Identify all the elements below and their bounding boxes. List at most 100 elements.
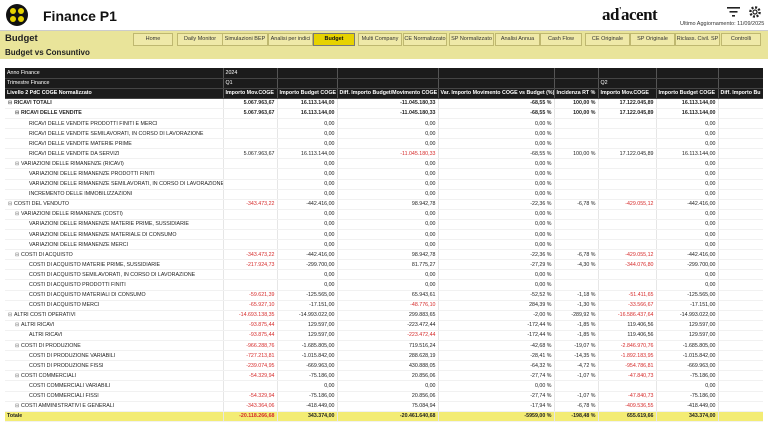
header-cell[interactable]: Importo Budget COGE bbox=[656, 88, 719, 99]
header-cell[interactable]: Q2 bbox=[598, 78, 657, 89]
table-row[interactable]: ⊟ COSTI AMMINISTRATIVI E GENERALI -343.364… bbox=[5, 401, 763, 412]
table-row[interactable]: VARIAZIONI DELLE RIMANENZE SEMILAVORATI,… bbox=[5, 179, 763, 190]
header-cell[interactable] bbox=[277, 68, 338, 79]
table-row[interactable]: COSTI DI ACQUISTO MERCI -65.927,10 -17.151… bbox=[5, 300, 763, 311]
table-row[interactable]: VARIAZIONI DELLE RIMANENZE PRODOTTI FINI… bbox=[5, 168, 763, 180]
value-cell: -27,74 % bbox=[438, 391, 555, 402]
header-cell[interactable]: Incidenza RT % bbox=[554, 88, 599, 99]
table-row[interactable]: VARIAZIONI DELLE RIMANENZE MERCI 0,00 0,00… bbox=[5, 239, 763, 251]
table-row[interactable]: ⊟ ALTRI RICAVI -93.875,44 129.597,00 -223.47… bbox=[5, 320, 763, 331]
header-cell[interactable]: 2024 bbox=[223, 68, 278, 79]
nav-button[interactable]: SP Originale bbox=[630, 33, 675, 46]
nav-button[interactable]: Cash Flow bbox=[540, 33, 582, 46]
gear-icon[interactable] bbox=[748, 5, 762, 19]
row-label: COSTI DI PRODUZIONE VARIABILI bbox=[29, 352, 116, 359]
header-cell[interactable] bbox=[656, 78, 719, 89]
table-row[interactable]: COSTI DI PRODUZIONE VARIABILI -727.213,81… bbox=[5, 350, 763, 362]
nav-button[interactable]: Daily Monitor bbox=[177, 33, 223, 46]
header-cell[interactable] bbox=[718, 78, 763, 89]
header-cell[interactable]: Livello 2 PdC COGE Normalizzato bbox=[5, 88, 224, 99]
header-cell[interactable]: Importo Budget COGE bbox=[277, 88, 338, 99]
value-cell: -75.186,00 bbox=[656, 391, 719, 402]
table-row[interactable]: RICAVI DELLE VENDITE SEMILAVORATI, IN CO… bbox=[5, 128, 763, 140]
table-row[interactable]: INCREMENTO DELLE IMMOBILIZZAZIONI 0,00 0,0… bbox=[5, 189, 763, 200]
header-cell[interactable]: Anno Finance bbox=[5, 68, 224, 79]
total-value bbox=[718, 411, 763, 422]
table-row[interactable]: RICAVI DELLE VENDITE MATERIE PRIME 0,00 0,… bbox=[5, 138, 763, 150]
table-row[interactable]: VARIAZIONI DELLE RIMANENZE MATERIALE DI … bbox=[5, 229, 763, 241]
header-cell[interactable] bbox=[598, 68, 657, 79]
budget-table-container[interactable]: Anno Finance 2024 Trimestre Finance Q1 Q2 Liv… bbox=[5, 68, 763, 428]
header-cell[interactable] bbox=[337, 78, 439, 89]
header-cell[interactable] bbox=[554, 78, 599, 89]
nav-button[interactable]: Analisi Annua bbox=[495, 33, 540, 46]
header-cell[interactable] bbox=[438, 68, 555, 79]
nav-button[interactable]: Analisi per indici bbox=[268, 33, 313, 46]
table-row[interactable]: ⊟ RICAVI TOTALI 5.067.963,67 16.113.144,00-… bbox=[5, 98, 763, 109]
header-cell[interactable] bbox=[337, 68, 439, 79]
expand-toggle-icon[interactable]: ⊟ bbox=[15, 110, 20, 117]
header-cell[interactable]: Trimestre Finance bbox=[5, 78, 224, 89]
nav-button[interactable]: Multi Company bbox=[358, 33, 402, 46]
header-cell[interactable]: Importo Mov.COGE bbox=[223, 88, 278, 99]
header-cell[interactable]: Importo Mov.COGE bbox=[598, 88, 657, 99]
table-row[interactable]: ⊟ COSTI DI PRODUZIONE -966.288,76 -1.685.80… bbox=[5, 340, 763, 352]
row-label: RICAVI TOTALI bbox=[14, 100, 52, 107]
nav-button[interactable]: CE Originale bbox=[585, 33, 630, 46]
expand-toggle-icon[interactable]: ⊟ bbox=[15, 160, 20, 167]
expand-toggle-icon[interactable]: ⊟ bbox=[15, 251, 20, 258]
nav-button[interactable]: CE Normalizzato bbox=[403, 33, 447, 46]
app-logo-icon[interactable] bbox=[6, 4, 28, 26]
nav-button[interactable]: Home bbox=[133, 33, 173, 46]
header-cell[interactable]: Diff. Importo Budget/Movimento COGE bbox=[337, 88, 439, 99]
header-cell[interactable] bbox=[718, 68, 763, 79]
nav-button[interactable]: Riclass. Civil. SP bbox=[675, 33, 720, 46]
table-row[interactable]: ⊟ ALTRI COSTI OPERATIVI -14.693.138,35 -14.… bbox=[5, 310, 763, 321]
header-cell[interactable] bbox=[656, 68, 719, 79]
expand-toggle-icon[interactable]: ⊟ bbox=[15, 372, 20, 379]
header-cell[interactable] bbox=[554, 68, 599, 79]
value-cell: -289,92 % bbox=[554, 310, 599, 321]
table-row[interactable]: COSTI DI ACQUISTO SEMILAVORATI, IN CORSO… bbox=[5, 269, 763, 281]
value-cell: -59.621,39 bbox=[223, 290, 278, 301]
table-row[interactable]: ⊟ VARIAZIONI DELLE RIMANENZE (COSTI) 0,00 0… bbox=[5, 209, 763, 220]
value-cell bbox=[598, 219, 657, 231]
header-cell[interactable] bbox=[277, 78, 338, 89]
expand-toggle-icon[interactable]: ⊟ bbox=[15, 211, 20, 218]
filter-icon[interactable] bbox=[727, 6, 740, 18]
table-row[interactable]: ⊟ COSTI DI ACQUISTO -343.473,22 -442.416,00… bbox=[5, 249, 763, 261]
expand-toggle-icon[interactable]: ⊟ bbox=[15, 403, 20, 410]
nav-button[interactable]: Simulazioni BEP bbox=[222, 33, 268, 46]
value-cell bbox=[554, 229, 599, 241]
table-row[interactable]: ⊟ COSTI COMMERCIALI -54.329,94 -75.186,00 20… bbox=[5, 370, 763, 382]
expand-toggle-icon[interactable]: ⊟ bbox=[8, 201, 13, 208]
expand-toggle-icon[interactable]: ⊟ bbox=[15, 342, 20, 349]
table-row[interactable]: ⊟ VARIAZIONI DELLE RIMANENZE (RICAVI) 0,00… bbox=[5, 158, 763, 170]
table-row[interactable]: RICAVI DELLE VENDITE DA SERVIZI 5.067.963… bbox=[5, 148, 763, 160]
table-row[interactable]: COSTI DI ACQUISTO PRODOTTI FINITI 0,00 0,0… bbox=[5, 279, 763, 291]
table-row[interactable]: RICAVI DELLE VENDITE PRODOTTI FINITI E M… bbox=[5, 118, 763, 130]
value-cell bbox=[223, 168, 278, 180]
table-row[interactable]: COSTI COMMERCIALI VARIABILI 0,00 0,00 0,00 … bbox=[5, 380, 763, 392]
expand-toggle-icon[interactable]: ⊟ bbox=[8, 100, 13, 107]
table-row[interactable]: COSTI COMMERCIALI FISSI -54.329,94 -75.186… bbox=[5, 391, 763, 402]
expand-toggle-icon[interactable]: ⊟ bbox=[15, 322, 20, 329]
header-cell[interactable]: Q1 bbox=[223, 78, 278, 89]
nav-button[interactable]: Budget bbox=[313, 33, 355, 46]
table-row[interactable]: ALTRI RICAVI -93.875,44 129.597,00 -223.472… bbox=[5, 330, 763, 342]
table-row[interactable]: COSTI DI PRODUZIONE FISSI -239.074,95 -669… bbox=[5, 360, 763, 372]
nav-button[interactable]: SP Normalizzato bbox=[449, 33, 494, 46]
header-cell[interactable]: Diff. Importo Bu bbox=[718, 88, 763, 99]
header-cell[interactable]: Var. Importo Movimento COGE vs Budget (%… bbox=[438, 88, 555, 99]
value-cell bbox=[598, 118, 657, 130]
table-row[interactable]: COSTI DI ACQUISTO MATERIE PRIME, SUSSIDI… bbox=[5, 259, 763, 271]
table-row[interactable]: ⊟ RICAVI DELLE VENDITE 5.067.963,67 16.113.… bbox=[5, 108, 763, 119]
expand-toggle-icon[interactable]: ⊟ bbox=[8, 312, 13, 319]
table-row[interactable]: COSTI DI ACQUISTO MATERIALI DI CONSUMO -5… bbox=[5, 290, 763, 301]
row-label-cell: ⊟ ALTRI COSTI OPERATIVI bbox=[5, 310, 224, 321]
table-row[interactable]: ⊟ COSTI DEL VENDUTO -343.473,22 -442.416,00… bbox=[5, 199, 763, 210]
header-cell[interactable] bbox=[438, 78, 555, 89]
nav-button[interactable]: Controlli bbox=[721, 33, 761, 46]
value-cell: -47.840,73 bbox=[598, 391, 657, 402]
table-row[interactable]: VARIAZIONI DELLE RIMANENZE MATERIE PRIME… bbox=[5, 219, 763, 231]
